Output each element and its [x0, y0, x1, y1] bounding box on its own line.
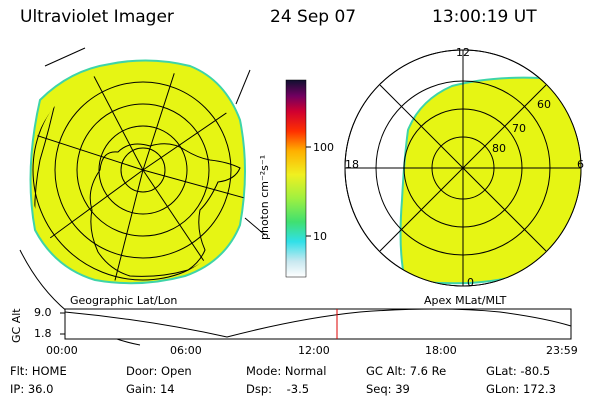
mlt-label-6: 6 [577, 158, 584, 171]
altitude-curve [64, 308, 572, 338]
altitude-plot [60, 308, 572, 340]
glat-value: GLat: -80.5 [486, 364, 551, 378]
apex-mlat-mlt-panel [344, 49, 582, 287]
colorbar-tick-high: 100 [313, 141, 334, 154]
mode-status: Mode: Normal [246, 364, 327, 378]
alt-y-low: 1.8 [34, 327, 52, 340]
ip-value: IP: 36.0 [10, 382, 54, 396]
mlat-label-60: 60 [537, 98, 551, 111]
flight-status: Flt: HOME [10, 364, 67, 378]
gain-value: Gain: 14 [126, 382, 175, 396]
colorbar-unit-label: photon cm⁻²s⁻¹ [258, 154, 271, 240]
mlt-label-18: 18 [345, 158, 359, 171]
dsp-value: Dsp: -3.5 [246, 382, 310, 396]
mlat-label-70: 70 [512, 122, 526, 135]
time-label: 13:00:19 UT [432, 7, 537, 27]
mlat-label-80: 80 [492, 142, 506, 155]
alt-x-tick-2: 12:00 [298, 344, 330, 357]
seq-value: Seq: 39 [366, 382, 410, 396]
alt-y-high: 9.0 [34, 306, 52, 319]
geo-panel-label: Geographic Lat/Lon [70, 294, 178, 307]
instrument-title: Ultraviolet Imager [20, 7, 174, 27]
alt-x-tick-1: 06:00 [170, 344, 202, 357]
mag-panel-label: Apex MLat/MLT [424, 294, 507, 307]
alt-ylabel: GC Alt [10, 308, 23, 343]
alt-x-tick-4: 23:59 [546, 344, 578, 357]
mlt-label-12: 12 [456, 46, 470, 59]
mlt-label-0: 0 [467, 276, 474, 289]
alt-x-tick-3: 18:00 [425, 344, 457, 357]
gc-alt-value: GC Alt: 7.6 Re [366, 364, 447, 378]
date-label: 24 Sep 07 [270, 7, 357, 27]
mag-aurora-fill [399, 76, 581, 285]
door-status: Door: Open [126, 364, 192, 378]
colorbar-tick-low: 10 [313, 230, 327, 243]
alt-x-tick-0: 00:00 [46, 344, 78, 357]
geo-aurora-fill [29, 59, 246, 285]
glon-value: GLon: 172.3 [486, 382, 556, 396]
colorbar [285, 79, 311, 278]
